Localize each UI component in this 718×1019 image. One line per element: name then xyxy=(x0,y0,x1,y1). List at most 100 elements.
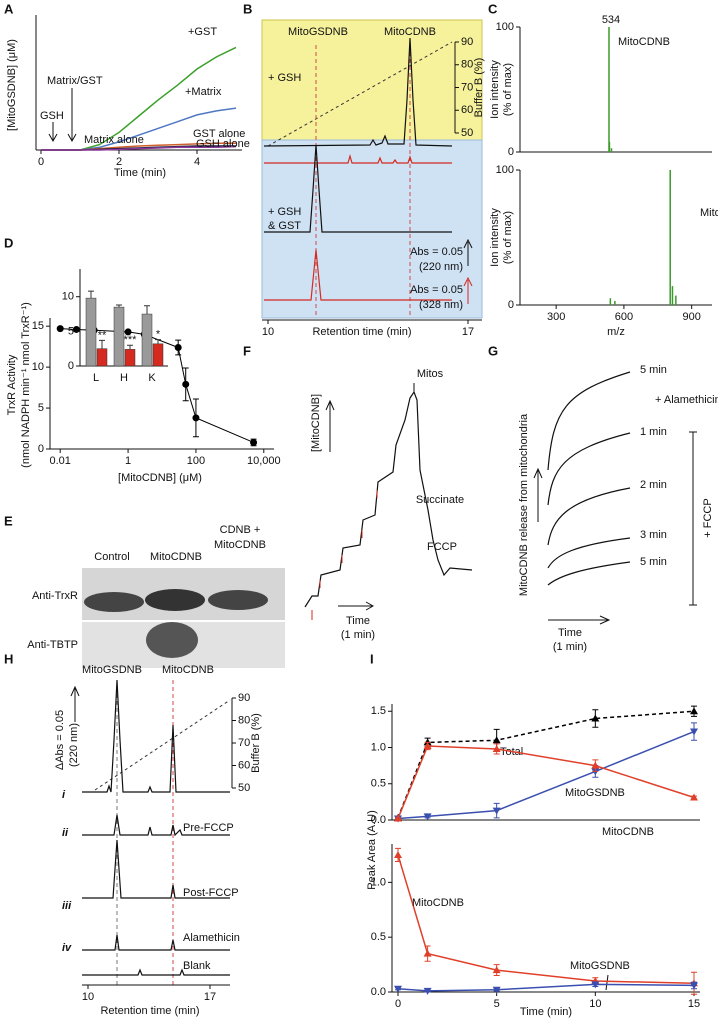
treatment-label: + Alamethicin xyxy=(655,394,718,406)
trace xyxy=(82,814,230,837)
compound-label: MitoGSDNB xyxy=(700,207,718,219)
bar xyxy=(113,306,125,367)
trace-label: 5 min xyxy=(640,364,667,376)
series-line xyxy=(397,745,695,819)
x-tick-label: 2 xyxy=(116,156,122,168)
x-tick-label: 17 xyxy=(462,326,474,338)
y-tick-label: 70 xyxy=(461,81,473,93)
trace-label: 2 min xyxy=(640,479,667,491)
trace xyxy=(547,371,631,471)
marker xyxy=(591,714,600,722)
x-tick-label: 4 xyxy=(194,156,200,168)
error-bar xyxy=(127,344,133,350)
y-axis-label: Ion intensity xyxy=(489,60,501,119)
trace xyxy=(547,537,631,569)
addition-arrow xyxy=(311,490,378,620)
error-bar xyxy=(99,339,105,349)
x-axis-label: Retention time (min) xyxy=(312,326,411,338)
marker xyxy=(591,761,600,769)
annotation: FCCP xyxy=(427,541,457,553)
scale-label: (328 nm) xyxy=(419,299,463,311)
bar xyxy=(124,349,136,367)
panel-letter: I xyxy=(370,651,374,666)
trace-id: i xyxy=(62,789,66,801)
x-axis-label: Time (min) xyxy=(114,167,166,179)
y-tick-label: 10 xyxy=(62,291,74,303)
trace xyxy=(264,153,452,164)
row-label: Anti-TrxR xyxy=(32,590,78,602)
trace-label: Blank xyxy=(183,960,211,972)
condition-label: & GST xyxy=(268,220,301,232)
y-axis-label: TrxR Activity xyxy=(6,354,18,415)
x-tick-label: 10 xyxy=(82,991,94,1003)
y-tick-label: 50 xyxy=(238,782,250,794)
annotation: GSH xyxy=(40,110,64,122)
series-label: MitoGSDNB xyxy=(565,787,625,799)
panel-letter: B xyxy=(243,1,252,16)
scale-label: Abs = 0.05 xyxy=(410,284,463,296)
y-axis-label: [MitoGSDNB] (μM) xyxy=(6,39,18,131)
scale-arrow xyxy=(463,276,473,304)
series-label: MitoCDNB xyxy=(602,826,654,838)
series-label: GSH alone xyxy=(196,138,250,150)
marker xyxy=(492,966,501,974)
series-line xyxy=(397,730,695,820)
series-label: +GST xyxy=(188,26,217,38)
scale-arrow xyxy=(463,238,473,266)
y-tick-label: 0.5 xyxy=(371,931,386,943)
series-label: +Matrix xyxy=(185,86,222,98)
error-bar xyxy=(88,290,94,299)
series-line xyxy=(397,983,695,992)
y-axis-label: [MitoCDNB] xyxy=(310,394,322,452)
x-axis-label: Time xyxy=(346,615,370,627)
y-tick-label: 90 xyxy=(238,692,250,704)
scale-label: (220 nm) xyxy=(419,261,463,273)
marker xyxy=(492,807,501,815)
layout xyxy=(48,19,697,991)
y-tick-label: 0.0 xyxy=(371,986,386,998)
trace-label: 1 min xyxy=(640,426,667,438)
x-tick-label: L xyxy=(93,372,99,384)
x-tick-label: 10 xyxy=(262,326,274,338)
trace xyxy=(82,839,230,899)
y-axis-label: (220 nm) xyxy=(68,723,80,767)
x-tick-label: 15 xyxy=(688,998,700,1010)
x-tick-label: 0 xyxy=(38,156,44,168)
marker xyxy=(591,981,600,989)
x-axis-label: (1 min) xyxy=(341,629,375,641)
y-tick-label: 60 xyxy=(461,104,473,116)
y-tick-label: 100 xyxy=(496,21,514,33)
y-tick-label: 100 xyxy=(496,164,514,176)
panel-letter: H xyxy=(4,651,13,666)
y-tick-label: 1.5 xyxy=(371,705,386,717)
x-tick-label: 0 xyxy=(395,998,401,1010)
panel-letter: D xyxy=(4,235,13,250)
y-tick-label: 15 xyxy=(32,320,44,332)
series-label: MitoGSDNB xyxy=(570,960,630,972)
trace xyxy=(82,934,230,951)
y-axis-label: (nmol NADPH min⁻¹ nmol TrxR⁻¹) xyxy=(20,302,32,468)
x-tick-label: 17 xyxy=(204,991,216,1003)
trace xyxy=(263,37,453,147)
x-tick-label: 900 xyxy=(682,311,700,323)
x-axis-label: Time xyxy=(558,627,582,639)
bar xyxy=(141,313,153,367)
x-tick-label: 5 xyxy=(494,998,500,1010)
peak-label: 534 xyxy=(602,14,620,26)
panel-letter: G xyxy=(488,343,498,358)
band xyxy=(208,590,268,610)
row-label: Anti-TBTP xyxy=(27,639,78,651)
peak-label: MitoGSDNB xyxy=(82,664,142,676)
x-tick-label: 10 xyxy=(589,998,601,1010)
column-label: MitoCDNB xyxy=(214,539,266,551)
significance: *** xyxy=(124,334,138,346)
annotation: Succinate xyxy=(416,494,464,506)
series-label: MitoCDNB xyxy=(412,897,464,909)
trace xyxy=(304,390,473,608)
trace xyxy=(264,249,452,301)
marker xyxy=(492,744,501,752)
x-tick-label: 0.01 xyxy=(50,455,71,467)
column-label: CDNB + xyxy=(220,524,261,536)
pointer xyxy=(605,974,609,991)
trace-label: Alamethicin xyxy=(183,932,240,944)
